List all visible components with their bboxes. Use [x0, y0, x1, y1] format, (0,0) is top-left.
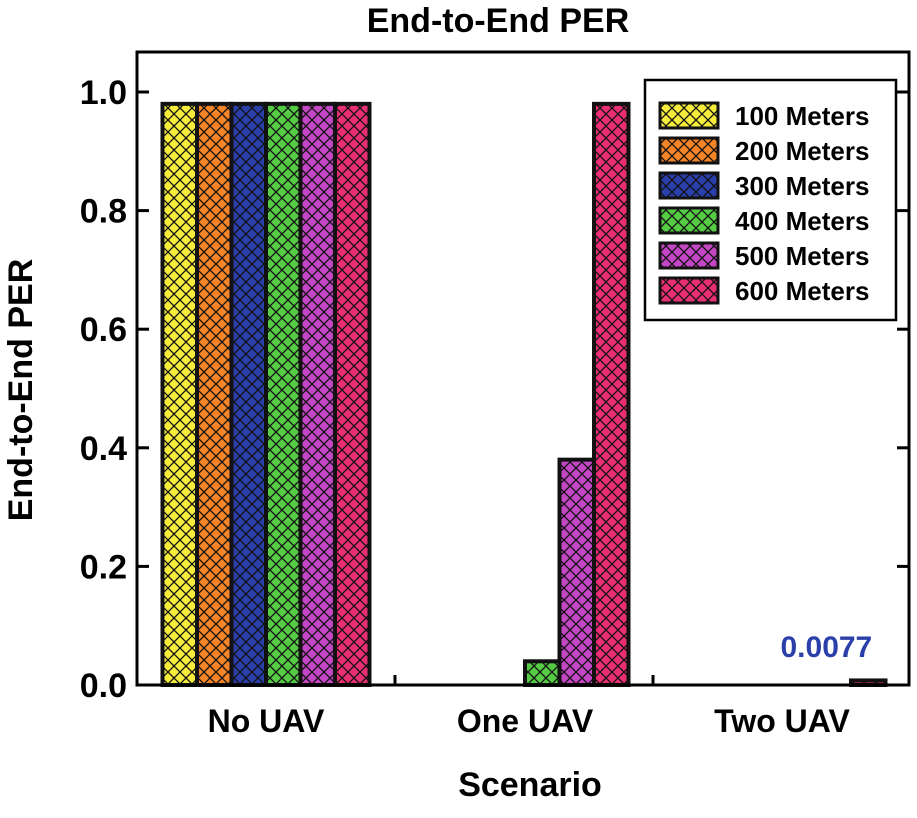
bar-no-uav-100-meters [160, 101, 199, 688]
annotations: 0.0077 [780, 631, 872, 664]
annotation-label: 0.0077 [780, 631, 872, 664]
y-tick-label: 0.8 [80, 193, 127, 231]
legend-swatch [658, 101, 720, 130]
legend-swatch [658, 206, 720, 235]
legend-label: 300 Meters [735, 171, 869, 201]
y-axis-label: End-to-End PER [2, 259, 40, 522]
bar-no-uav-300-meters [229, 101, 268, 688]
legend-item-600-meters: 600 Meters [658, 276, 869, 306]
y-tick-label: 0.4 [80, 430, 127, 468]
legend-label: 100 Meters [735, 101, 869, 131]
y-axis-ticks: 0.0 0.2 0.4 0.6 0.8 1.0 [80, 74, 909, 705]
legend-label: 200 Meters [735, 136, 869, 166]
legend-label: 400 Meters [735, 206, 869, 236]
bar-one-uav-400-meters [523, 659, 562, 688]
legend-swatch [658, 241, 720, 270]
bar-no-uav-500-meters [298, 101, 337, 688]
legend: 100 Meters 200 Meters 300 Meters 400 Meters… [643, 78, 898, 322]
bars-layer [160, 101, 888, 688]
y-tick-label: 0.2 [80, 548, 127, 586]
x-category-label-one-uav: One UAV [457, 703, 594, 739]
bar-no-uav-600-meters [333, 101, 372, 688]
legend-label: 500 Meters [735, 241, 869, 271]
plot-frame [135, 50, 911, 687]
bar-no-uav-200-meters [195, 101, 234, 688]
legend-item-100-meters: 100 Meters [658, 101, 869, 131]
y-tick-label: 0.0 [80, 667, 127, 705]
bar-one-uav-500-meters [557, 457, 596, 687]
legend-swatch [658, 276, 720, 305]
x-category-label-no-uav: No UAV [208, 703, 325, 739]
x-category-label-two-uav: Two UAV [714, 703, 850, 739]
y-tick-label: 1.0 [80, 74, 127, 112]
legend-swatch [658, 171, 720, 200]
chart-title: End-to-End PER [367, 2, 630, 40]
y-tick-label: 0.6 [80, 311, 127, 349]
bar-group-no-uav [160, 101, 372, 688]
legend-item-500-meters: 500 Meters [658, 241, 869, 271]
legend-item-400-meters: 400 Meters [658, 206, 869, 236]
x-axis-categories: No UAV One UAV Two UAV [208, 675, 851, 739]
legend-item-200-meters: 200 Meters [658, 136, 869, 166]
bar-one-uav-600-meters [592, 101, 631, 688]
bar-no-uav-400-meters [264, 101, 303, 688]
legend-swatch [658, 136, 720, 165]
bar-group-one-uav [523, 101, 631, 688]
x-axis-label: Scenario [458, 766, 602, 804]
legend-label: 600 Meters [735, 276, 869, 306]
legend-item-300-meters: 300 Meters [658, 171, 869, 201]
